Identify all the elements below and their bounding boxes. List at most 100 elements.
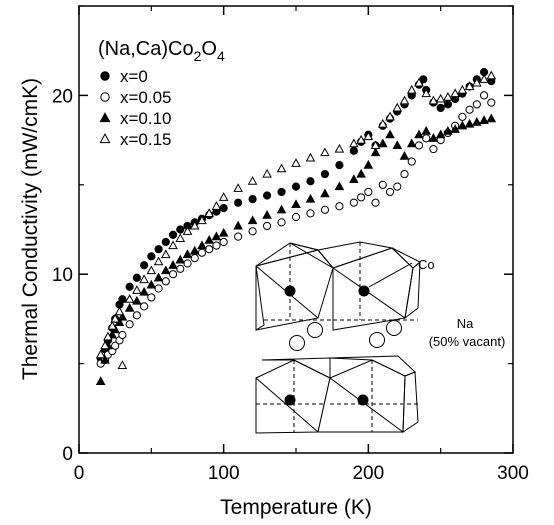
data-point — [422, 134, 431, 143]
data-point — [211, 231, 222, 241]
data-point — [450, 124, 460, 133]
data-point — [335, 202, 344, 211]
legend-label: x=0.15 — [120, 130, 172, 149]
data-point — [212, 241, 221, 250]
data-point — [154, 284, 163, 293]
data-point — [103, 331, 113, 341]
data-point — [233, 183, 243, 192]
data-point — [125, 282, 134, 291]
legend-label: x=0.05 — [120, 88, 172, 107]
crystal-structure-inset — [255, 241, 421, 434]
data-point — [125, 320, 134, 329]
data-point — [377, 118, 388, 128]
data-point — [472, 117, 482, 126]
data-point — [204, 208, 215, 217]
data-point — [464, 81, 475, 91]
data-point — [399, 95, 410, 105]
x-tick-label: 200 — [352, 463, 384, 484]
data-point — [406, 138, 417, 148]
data-point — [472, 100, 481, 109]
data-point — [349, 174, 359, 183]
data-point — [320, 169, 330, 179]
data-point — [100, 354, 110, 364]
data-point — [262, 210, 272, 219]
data-point — [110, 313, 120, 323]
data-point — [139, 286, 149, 296]
data-point — [234, 232, 243, 241]
data-point — [458, 112, 467, 121]
data-point — [146, 279, 157, 289]
data-point — [277, 218, 286, 227]
data-point — [349, 146, 358, 155]
data-point — [486, 113, 497, 123]
data-point — [211, 201, 222, 210]
x-axis-label: Temperature (K) — [220, 496, 372, 519]
data-point — [479, 91, 489, 100]
data-point — [393, 182, 402, 191]
data-point — [95, 376, 106, 386]
data-point — [175, 254, 186, 264]
data-point — [205, 245, 214, 254]
inset-label-na: Na — [457, 316, 474, 331]
data-point — [486, 70, 497, 80]
data-point — [147, 252, 156, 261]
data-point — [428, 133, 439, 142]
data-point — [377, 138, 388, 148]
data-point — [182, 249, 193, 259]
data-point — [429, 144, 438, 154]
title-sub1: 2 — [194, 48, 202, 64]
data-point — [385, 111, 395, 121]
data-point — [334, 181, 345, 191]
data-point — [132, 311, 141, 320]
data-point — [392, 140, 403, 150]
data-point — [407, 157, 416, 166]
data-point — [385, 129, 395, 139]
y-axis-label: Thermal Conductivity (mW/cmK) — [19, 78, 42, 380]
data-point — [124, 302, 135, 312]
data-point — [124, 294, 135, 303]
data-point — [421, 125, 432, 135]
x-tick-label: 100 — [208, 463, 240, 484]
x-tick-label: 300 — [497, 463, 529, 484]
data-point — [107, 320, 118, 330]
data-point — [320, 205, 330, 214]
co-atom-marker — [358, 285, 370, 297]
data-point — [436, 103, 445, 113]
data-point — [450, 88, 460, 98]
data-point — [118, 330, 127, 340]
data-point — [154, 245, 163, 254]
data-point — [356, 168, 366, 178]
na-site-marker — [307, 322, 323, 338]
data-point — [357, 193, 366, 202]
data-point — [140, 302, 149, 311]
data-point — [140, 261, 149, 270]
data-point — [335, 161, 344, 170]
chart-title: (Na,Ca)Co2O4 — [98, 38, 225, 64]
data-point — [233, 220, 243, 230]
data-point — [457, 84, 468, 94]
inset-label-co: Co — [418, 257, 435, 272]
na-site-marker — [289, 335, 305, 351]
data-point — [472, 77, 482, 87]
title-base: (Na,Ca)Co — [98, 38, 194, 60]
data-point — [399, 151, 410, 160]
legend-marker — [99, 133, 111, 144]
data-point — [305, 152, 316, 162]
data-point — [189, 245, 200, 255]
data-point — [262, 221, 272, 231]
legend-marker — [100, 92, 110, 102]
data-point — [320, 188, 330, 198]
data-point — [132, 285, 142, 294]
data-point — [118, 295, 127, 304]
data-point — [400, 169, 409, 179]
x-tick-label: 0 — [74, 463, 85, 484]
data-point — [161, 237, 170, 247]
legend-label: x=0.10 — [120, 109, 172, 128]
data-point — [190, 254, 199, 263]
data-point — [443, 125, 453, 135]
y-tick-label: 0 — [62, 444, 73, 465]
data-point — [219, 203, 228, 213]
data-point — [276, 204, 287, 214]
data-point — [291, 199, 301, 209]
data-point — [291, 158, 301, 167]
